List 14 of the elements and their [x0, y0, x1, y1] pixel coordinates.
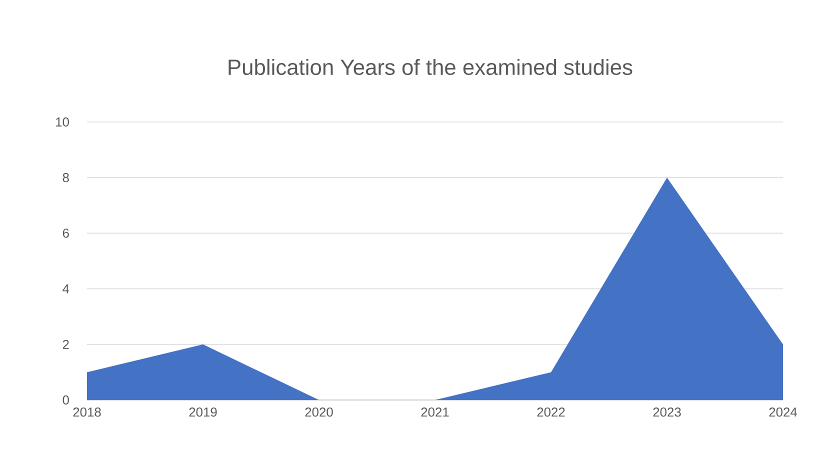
x-tick-label: 2018 — [73, 408, 101, 417]
x-tick-label: 2024 — [769, 408, 798, 417]
x-tick-label: 2023 — [653, 408, 681, 417]
y-tick-label: 10 — [56, 117, 69, 127]
x-tick-label: 2022 — [537, 408, 565, 417]
y-tick-label: 4 — [62, 284, 70, 294]
x-tick-label: 2020 — [305, 408, 333, 417]
y-tick-label: 8 — [62, 173, 69, 182]
x-tick-label: 2019 — [189, 408, 217, 417]
x-tick-label: 2021 — [421, 408, 449, 417]
chart-title: Publication Years of the examined studies — [228, 58, 632, 76]
y-tick-label: 6 — [62, 228, 69, 238]
y-tick-label: 0 — [62, 395, 69, 405]
y-tick-label: 2 — [62, 340, 69, 349]
